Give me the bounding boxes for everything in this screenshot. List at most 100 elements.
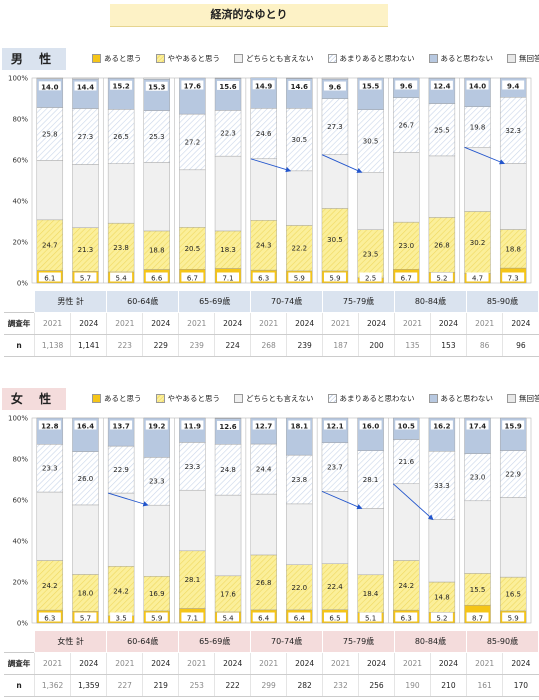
legend-label: あると思う	[104, 393, 142, 403]
data-label: 27.3	[327, 123, 343, 131]
data-label: 22.3	[220, 130, 236, 138]
trend-arrow	[250, 158, 292, 173]
year-cell: 2021	[322, 312, 359, 335]
bar-segment	[36, 219, 64, 271]
y-tick-label: 20%	[12, 239, 28, 247]
legend-label: ややあると思う	[167, 53, 221, 63]
label-box	[430, 80, 453, 90]
n-cell: 210	[429, 674, 467, 697]
bar-segment	[250, 443, 277, 495]
n-cell: 229	[142, 334, 179, 357]
bar-segment	[72, 504, 99, 575]
bar-segment	[499, 576, 527, 612]
data-label: 10.5	[398, 423, 415, 431]
data-label: 25.3	[149, 133, 165, 141]
data-label: 14.0	[469, 83, 486, 91]
bar-segment	[107, 492, 135, 567]
bar-segment	[357, 450, 384, 509]
bar-segment	[250, 220, 277, 271]
bar-segment	[464, 573, 491, 606]
data-label: 6.5	[329, 615, 340, 623]
data-label: 27.2	[185, 138, 201, 146]
legend-item: ややあると思う	[155, 392, 220, 404]
legend-item: 無回答	[507, 392, 539, 404]
group-header: 60-64歳	[106, 630, 180, 653]
group-header: 男性 計	[33, 290, 108, 313]
data-label: 22.9	[113, 466, 129, 474]
n-cell: 170	[502, 674, 539, 697]
bar-segment	[428, 155, 456, 218]
label-box	[395, 612, 418, 622]
bar-segment	[321, 442, 349, 492]
year-row-label: 調査年	[4, 652, 35, 675]
group-header: 85-90歳	[465, 630, 539, 653]
year-cell: 2021	[250, 652, 287, 675]
legend-item: 無回答	[507, 52, 539, 64]
data-label: 6.7	[401, 275, 412, 283]
legend-swatch	[428, 53, 438, 63]
data-label: 15.3	[148, 84, 165, 92]
y-tick-label: 100%	[8, 75, 28, 83]
bar-segment	[428, 519, 456, 583]
legend-swatch	[92, 53, 101, 63]
legend-item: あまりあると思わない	[327, 392, 415, 404]
legend-item: あまりあると思わない	[327, 52, 415, 64]
label-box	[430, 612, 453, 622]
label-box	[288, 272, 311, 282]
label-box	[359, 272, 382, 282]
label-box	[145, 272, 168, 282]
data-label: 23.0	[470, 474, 486, 482]
legend-item: あると思う	[92, 392, 142, 404]
y-tick-label: 40%	[12, 538, 28, 546]
label-box	[466, 272, 489, 282]
data-label: 18.0	[78, 589, 94, 597]
n-cell: 1,141	[70, 334, 107, 357]
data-label: 23.8	[292, 476, 308, 484]
n-cell: 153	[429, 334, 467, 357]
bar-segment	[107, 109, 135, 164]
year-cell: 2021	[178, 652, 215, 675]
data-label: 22.0	[292, 584, 308, 592]
legend-swatch	[234, 393, 243, 403]
group-header: 75-79歳	[322, 630, 396, 653]
data-label: 30.5	[292, 136, 308, 144]
data-label: 21.6	[398, 458, 414, 466]
bar-segment	[393, 483, 420, 561]
n-cell: 1,138	[33, 334, 71, 357]
data-label: 22.2	[292, 245, 308, 253]
label-box	[74, 612, 97, 622]
bar-segment	[250, 108, 277, 159]
data-label: 17.6	[184, 83, 201, 91]
bar-segment	[36, 444, 64, 493]
legend-item: あると思わない	[428, 392, 493, 404]
bar-segment	[499, 497, 527, 578]
n-cell: 282	[286, 674, 323, 697]
n-cell: 299	[250, 674, 287, 697]
data-label: 6.3	[258, 275, 269, 283]
data-label: 16.4	[77, 423, 94, 431]
data-label: 26.8	[434, 241, 450, 249]
female-chart: 0% 20% 40% 60% 80% 100% 6.3 24.2 23.3 12.8 5.7 18.0…	[8, 415, 532, 628]
label-box	[181, 80, 204, 90]
bar-segment	[499, 163, 527, 230]
data-label: 5.7	[80, 275, 91, 283]
data-label: 22.9	[505, 471, 521, 479]
data-label: 15.2	[112, 83, 129, 91]
data-label: 7.1	[187, 615, 198, 623]
data-label: 24.2	[398, 582, 414, 590]
data-label: 16.2	[433, 423, 450, 431]
legend-female: あると思う ややあると思う どちらとも言えない あまりあると思わない あると思わない 無回…	[92, 392, 539, 404]
bar-segment	[321, 77, 349, 80]
legend-label: 無回答	[519, 393, 539, 403]
year-cell: 2024	[70, 652, 107, 675]
legend-swatch	[327, 53, 337, 63]
label-box	[38, 420, 61, 430]
n-cell: 1,362	[33, 674, 71, 697]
label-box	[110, 272, 133, 282]
data-label: 30.5	[327, 236, 343, 244]
data-label: 5.1	[365, 615, 376, 623]
data-label: 24.8	[220, 466, 236, 474]
bar-segment	[286, 454, 313, 505]
bar-segment	[143, 504, 170, 577]
data-label: 5.9	[294, 275, 305, 283]
